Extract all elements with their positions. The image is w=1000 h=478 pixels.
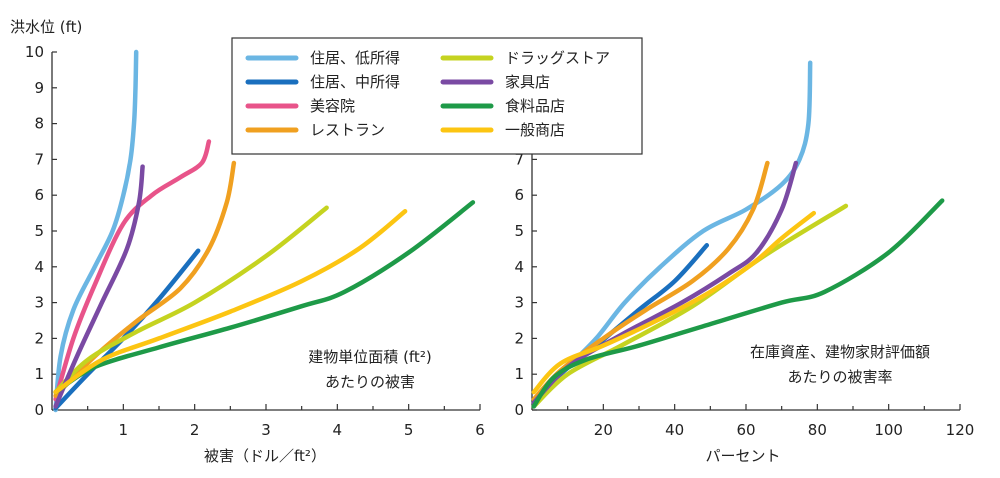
legend-label-s4: レストラン	[310, 121, 385, 139]
legend-label-s8: 一般商店	[505, 121, 565, 139]
y-tick-label: 9	[34, 79, 44, 97]
series-line-s5	[531, 203, 849, 409]
x-tick-label: 120	[946, 421, 975, 439]
legend-label-s6: 家具店	[505, 73, 550, 91]
y-tick-label: 7	[34, 150, 44, 168]
x-tick-label: 80	[808, 421, 827, 439]
y-tick-label: 4	[34, 258, 44, 276]
x-tick-label: 2	[190, 421, 200, 439]
panel-damage-per-area: 0 1 2 3 4 5 6 7 8 9 10 1 2 3 4 5 6 建物単位面積 (ft²) あたりの被害 被…	[25, 43, 485, 465]
series-line-s8	[53, 209, 408, 395]
x-tick-label: 6	[475, 421, 485, 439]
left-annotation-line2: あたりの被害	[325, 373, 415, 391]
legend-label-s7: 食料品店	[505, 97, 565, 115]
y-tick-label: 7	[514, 150, 524, 168]
y-tick-label: 5	[514, 222, 524, 240]
y-tick-label: 0	[34, 401, 44, 419]
panel-damage-percent: 0 1 2 3 4 5 6 7 20 40 60 80 100 120 在庫資産、建物家財評価額 あたりの…	[514, 60, 975, 465]
y-tick-label: 3	[34, 294, 44, 312]
legend-label-s3: 美容院	[310, 97, 355, 115]
legend-label-s1: 住居、低所得	[310, 49, 400, 67]
y-tick-label: 10	[25, 43, 44, 61]
y-tick-label: 6	[34, 186, 44, 204]
right-annotation-line1: 在庫資産、建物家財評価額	[750, 343, 930, 361]
left-x-axis-label: 被害（ドル／ft²）	[204, 447, 326, 465]
y-tick-label: 2	[514, 329, 524, 347]
left-annotation-line1: 建物単位面積 (ft²)	[308, 348, 431, 366]
y-tick-label: 6	[514, 186, 524, 204]
y-tick-label: 5	[34, 222, 44, 240]
right-x-axis-label: パーセント	[705, 447, 780, 465]
x-tick-label: 40	[665, 421, 684, 439]
legend-label-s2: 住居、中所得	[310, 73, 400, 91]
x-tick-label: 4	[333, 421, 343, 439]
y-tick-label: 1	[514, 365, 524, 383]
y-tick-label: 3	[514, 294, 524, 312]
x-tick-label: 60	[736, 421, 755, 439]
y-tick-label: 4	[514, 258, 524, 276]
legend-box	[231, 37, 643, 155]
x-tick-label: 5	[404, 421, 414, 439]
y-tick-label: 2	[34, 329, 44, 347]
y-tick-label: 1	[34, 365, 44, 383]
series-line-s7	[53, 200, 476, 395]
y-tick-label: 0	[514, 401, 524, 419]
y-axis-title: 洪水位 (ft)	[10, 18, 82, 36]
x-tick-label: 20	[594, 421, 613, 439]
x-tick-label: 3	[261, 421, 271, 439]
x-tick-label: 100	[874, 421, 903, 439]
series-line-s7	[531, 198, 945, 409]
legend-label-s5: ドラッグストア	[505, 49, 610, 67]
series-line-s8	[531, 210, 817, 395]
right-annotation-line2: あたりの被害率	[787, 368, 892, 386]
series-line-s3	[53, 139, 212, 402]
series-line-s1	[53, 49, 139, 413]
series-line-s6	[53, 164, 145, 409]
series-line-s5	[53, 205, 329, 395]
x-tick-label: 1	[119, 421, 129, 439]
y-tick-label: 8	[34, 115, 44, 133]
series-line-s4	[53, 160, 237, 398]
